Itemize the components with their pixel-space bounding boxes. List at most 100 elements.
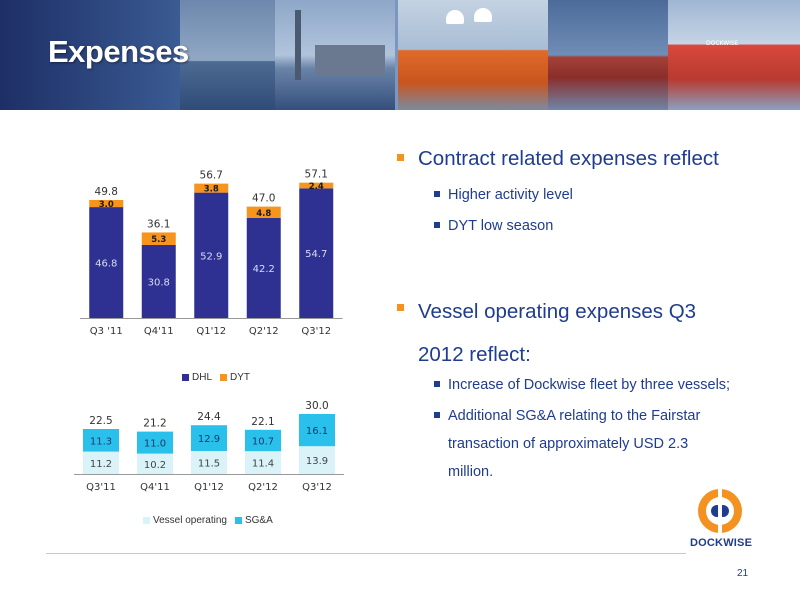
bar-segment-0 <box>246 217 281 318</box>
bar-segment-0 <box>299 188 334 318</box>
legend-item-dhl: DHL <box>182 372 212 383</box>
heavy-lift-ship-photo <box>548 0 668 110</box>
bullet-text: Vessel operating expenses Q3 2012 reflec… <box>418 300 697 366</box>
total-label: 57.1 <box>305 169 328 181</box>
sub-bullet-additional-sga: Additional SG&A relating to the Fairstar… <box>434 402 734 486</box>
bar-segment-0 <box>245 451 281 474</box>
chart1-legend: DHL DYT <box>182 372 258 383</box>
data-label: 16.1 <box>306 426 328 437</box>
data-label: 11.5 <box>198 459 220 470</box>
legend-swatch-dhl <box>182 374 189 381</box>
data-label: 5.3 <box>151 235 166 245</box>
legend-swatch-vessel-operating <box>143 517 150 524</box>
total-label: 21.2 <box>143 418 166 430</box>
bar-segment-0 <box>141 245 176 318</box>
bar-segment-1 <box>137 431 173 454</box>
x-tick-label: Q3'11 <box>86 482 116 493</box>
data-label: 3.0 <box>99 200 114 210</box>
data-label: 30.8 <box>148 278 170 289</box>
workers-photo <box>398 0 548 110</box>
bar-segment-1 <box>83 429 119 452</box>
bullet-contract-expenses: Contract related expenses reflect <box>397 140 777 178</box>
legend-item-sga: SG&A <box>234 515 273 526</box>
bar-segment-1 <box>89 199 124 208</box>
data-label: 46.8 <box>95 259 117 270</box>
sub-bullet-marker <box>434 222 440 228</box>
bullet-text: Contract related expenses reflect <box>418 147 719 170</box>
total-label: 30.0 <box>305 400 328 412</box>
bar-segment-0 <box>83 451 119 474</box>
legend-label-dyt: DYT <box>230 372 251 383</box>
sub-bullet-text: DYT low season <box>448 218 554 234</box>
data-label: 42.2 <box>253 264 275 275</box>
data-label: 10.7 <box>252 437 274 448</box>
x-tick-label: Q1'12 <box>194 482 224 493</box>
vessel-hull-text: DOCKWISE <box>706 40 739 47</box>
legend-swatch-sga <box>234 517 242 524</box>
header-banner: DOCKWISE Expenses <box>0 0 800 110</box>
sub-bullet-text: Higher activity level <box>448 187 573 203</box>
data-label: 2.4 <box>309 182 324 192</box>
sub-bullet-higher-activity: Higher activity level <box>434 181 774 209</box>
total-label: 36.1 <box>147 218 170 230</box>
bullet-vessel-operating-expenses: Vessel operating expenses Q3 2012 reflec… <box>397 290 737 376</box>
sub-bullet-dyt-low-season: DYT low season <box>434 212 774 240</box>
x-tick-label: Q4'11 <box>144 326 174 337</box>
bar-segment-1 <box>299 182 334 189</box>
x-tick-label: Q3'12 <box>302 482 332 493</box>
bar-segment-1 <box>194 183 229 193</box>
bar-segment-1 <box>299 414 335 447</box>
data-label: 11.3 <box>90 436 112 447</box>
bar-segment-0 <box>299 446 335 474</box>
legend-label-dhl: DHL <box>192 372 213 383</box>
dockwise-vessel-photo: DOCKWISE <box>668 0 800 110</box>
sub-bullet-marker <box>434 412 440 418</box>
x-tick-label: Q2'12 <box>248 482 278 493</box>
legend-swatch-dyt <box>220 374 228 381</box>
x-tick-label: Q3'12 <box>301 326 331 337</box>
legend-label-vessel-operating: Vessel operating <box>153 515 227 526</box>
bullet-marker <box>397 304 404 311</box>
offshore-platform-photo <box>180 0 275 110</box>
chart2-legend: Vessel operating SG&A <box>143 515 281 526</box>
data-label: 10.2 <box>144 460 166 471</box>
sub-bullet-marker <box>434 381 440 387</box>
x-tick-label: Q1'12 <box>196 326 226 337</box>
total-label: 49.8 <box>95 186 118 198</box>
total-label: 47.0 <box>252 193 275 205</box>
sub-bullet-marker <box>434 191 440 197</box>
bar-segment-0 <box>89 207 124 318</box>
bar-segment-0 <box>194 192 229 318</box>
dockwise-logo-text: DOCKWISE <box>690 537 753 549</box>
legend-item-vessel-operating: Vessel operating <box>143 515 227 526</box>
x-tick-label: Q3 '11 <box>90 326 123 337</box>
x-tick-label: Q2'12 <box>249 326 279 337</box>
vessel-operating-expenses-chart: 11.2 11.3 22.5 Q3'11 10.2 11.0 21.2 Q4'11 11.5 12… <box>74 400 344 493</box>
bar-segment-0 <box>191 451 227 474</box>
bar-segment-1 <box>191 425 227 451</box>
data-label: 11.0 <box>144 439 166 450</box>
contract-expenses-chart: 46.8 3.0 49.8 Q3 '11 30.8 5.3 36.1 Q4'11 52.9 3.8… <box>80 169 343 337</box>
drilling-rig-photo <box>275 0 395 110</box>
bar-segment-1 <box>246 206 281 218</box>
sub-bullet-text: Additional SG&A relating to the Fairstar… <box>448 408 701 480</box>
x-tick-label: Q4'11 <box>140 482 170 493</box>
bullet-marker <box>397 154 404 161</box>
bar-segment-1 <box>141 232 176 246</box>
data-label: 12.9 <box>198 434 220 445</box>
legend-item-dyt: DYT <box>220 372 250 383</box>
data-label: 52.9 <box>200 251 222 262</box>
slide-title: Expenses <box>48 34 189 69</box>
data-label: 11.2 <box>90 459 112 470</box>
dockwise-logo-icon <box>698 488 742 534</box>
page-number: 21 <box>737 568 749 579</box>
data-label: 11.4 <box>252 459 274 470</box>
sub-bullet-fleet-increase: Increase of Dockwise fleet by three vess… <box>434 371 774 399</box>
data-label: 13.9 <box>306 456 328 467</box>
total-label: 56.7 <box>200 170 223 182</box>
total-label: 22.5 <box>89 415 112 427</box>
bar-segment-0 <box>137 453 173 474</box>
data-label: 3.8 <box>204 185 219 195</box>
data-label: 54.7 <box>305 249 327 260</box>
data-label: 4.8 <box>256 209 271 219</box>
